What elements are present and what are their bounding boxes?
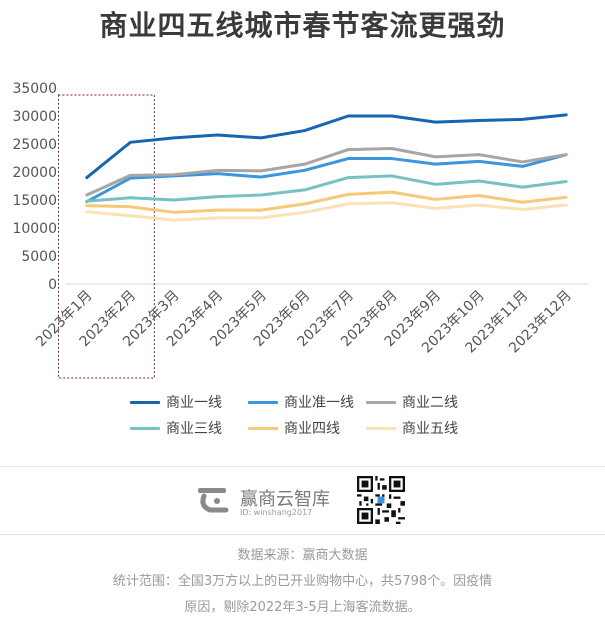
series-line-6 <box>85 201 568 222</box>
legend-swatch <box>130 426 160 430</box>
series-line-1 <box>85 113 568 180</box>
series-line-4 <box>85 174 568 203</box>
highlight-box <box>57 94 155 379</box>
footer-source: 数据来源：赢商大数据 <box>237 548 368 563</box>
legend-label: 商业四线 <box>284 421 340 437</box>
legend-item: 商业四线 <box>248 418 340 438</box>
legend-swatch <box>366 426 396 430</box>
legend-label: 商业准一线 <box>284 395 354 411</box>
y-tick-label: 5000 <box>21 249 57 265</box>
legend-swatch <box>130 400 160 404</box>
qr-code-icon <box>357 476 405 524</box>
y-tick-label: 10000 <box>12 221 57 237</box>
series-line-2 <box>85 153 568 204</box>
legend-item: 商业二线 <box>366 392 458 412</box>
legend-label: 商业二线 <box>402 395 458 411</box>
legend-label: 商业三线 <box>166 421 222 437</box>
series-line-5 <box>85 190 568 214</box>
y-tick-label: 25000 <box>12 137 57 153</box>
y-tick-label: 0 <box>48 277 57 293</box>
legend-label: 商业五线 <box>402 421 458 437</box>
legend-item: 商业五线 <box>366 418 458 438</box>
legend-swatch <box>366 400 396 404</box>
brand-name: 赢商云智库 <box>240 489 330 510</box>
divider-bottom <box>0 534 605 535</box>
legend-item: 商业三线 <box>130 418 222 438</box>
y-tick-label: 30000 <box>12 109 57 125</box>
y-tick-label: 35000 <box>12 81 57 97</box>
y-tick-label: 15000 <box>12 193 57 209</box>
divider-top <box>0 466 605 467</box>
y-tick-label: 20000 <box>12 165 57 181</box>
brand-logo-icon <box>196 480 232 516</box>
series-line-3 <box>85 146 568 197</box>
legend-item: 商业准一线 <box>248 392 354 412</box>
brand-block: 赢商云智库 ID: winshang2017 <box>196 480 330 517</box>
legend-label: 商业一线 <box>166 395 222 411</box>
brand-id: ID: winshang2017 <box>240 508 313 517</box>
chart-title: 商业四五线城市春节客流更强劲 <box>99 9 506 42</box>
legend-swatch <box>248 426 278 430</box>
footer-scope-line2: 原因，剔除2022年3-5月上海客流数据。 <box>184 600 421 615</box>
legend-item: 商业一线 <box>130 392 222 412</box>
footer-scope-line1: 统计范围：全国3万方以上的已开业购物中心，共5798个。因疫情 <box>112 574 493 589</box>
line-chart: 050001000015000200002500030000350002023年… <box>12 81 588 379</box>
legend-swatch <box>248 400 278 404</box>
